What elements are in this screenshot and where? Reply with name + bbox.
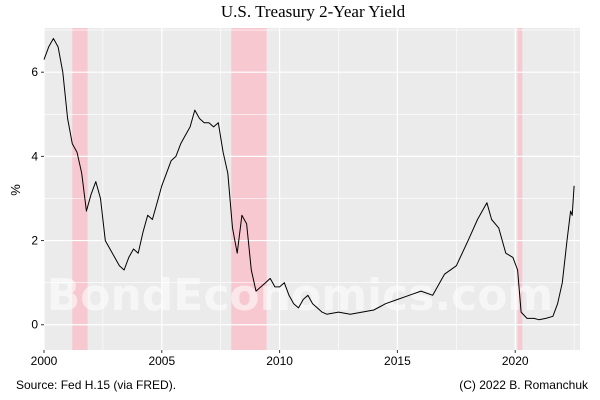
recession-band-1 (72, 28, 88, 350)
y-tick-label: 4 (31, 149, 38, 163)
y-tick-label: 6 (31, 65, 38, 79)
source-note: Source: Fed H.15 (via FRED). (16, 378, 176, 392)
y-axis-label: % (8, 184, 23, 196)
chart-title: U.S. Treasury 2-Year Yield (221, 2, 406, 21)
recession-bands (72, 28, 523, 350)
watermark: BondEconomics.com (47, 270, 554, 321)
x-axis-ticks: 2000 2005 2010 2015 2020 (31, 350, 529, 368)
y-tick-label: 2 (31, 234, 38, 248)
x-tick-label: 2005 (148, 354, 175, 368)
x-tick-label: 2010 (266, 354, 293, 368)
series-line-1 (43, 38, 575, 321)
plot-panel (44, 28, 580, 350)
x-tick-label: 2015 (384, 354, 411, 368)
series-group (43, 38, 575, 321)
copyright-note: (C) 2022 B. Romanchuk (459, 378, 589, 392)
y-tick-label: 0 (31, 318, 38, 332)
x-tick-label: 2000 (31, 354, 58, 368)
y-axis-ticks: 0 2 4 6 (31, 65, 44, 332)
recession-band-3 (517, 28, 523, 350)
recession-band-2 (231, 28, 267, 350)
x-tick-label: 2020 (502, 354, 529, 368)
